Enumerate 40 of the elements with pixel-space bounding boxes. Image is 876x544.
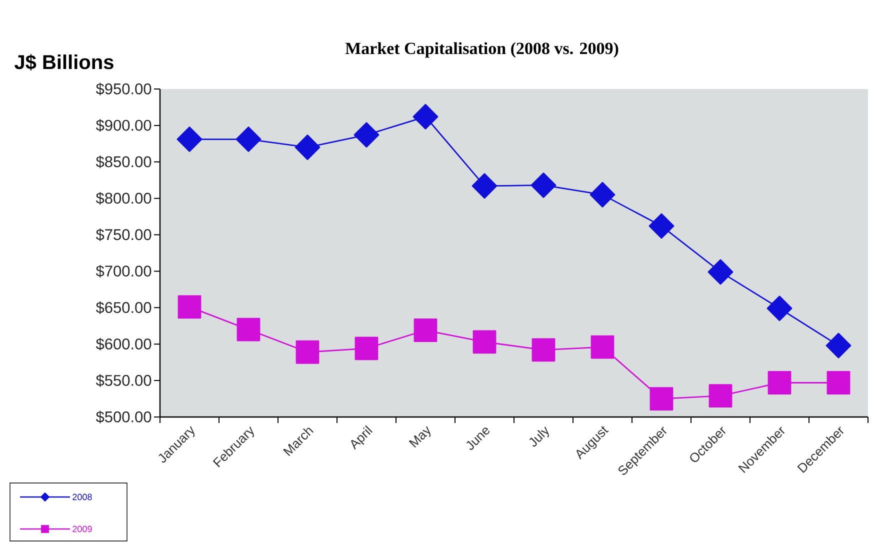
point	[294, 134, 320, 160]
point	[178, 295, 202, 319]
point	[354, 122, 380, 148]
y-tick-label: $500.00	[96, 410, 152, 424]
point	[708, 259, 734, 285]
point	[472, 173, 498, 199]
y-tick-label: $750.00	[96, 228, 152, 242]
point	[472, 330, 496, 354]
point	[768, 371, 792, 394]
point	[354, 336, 378, 360]
y-tick-label: $900.00	[96, 119, 152, 132]
y-tick-label: $650.00	[96, 301, 152, 314]
point	[412, 104, 438, 130]
chart-title: Market Capitalisation (2008 vs. 2009)	[345, 42, 618, 58]
point	[826, 371, 850, 394]
point	[530, 172, 556, 198]
point	[236, 126, 262, 152]
text: 2009	[72, 526, 92, 532]
y-tick-label: $950.00	[96, 82, 152, 96]
point	[414, 318, 438, 342]
point	[176, 126, 202, 152]
point	[826, 332, 852, 358]
y-tick-label: $600.00	[96, 338, 152, 350]
y-tick-label: $850.00	[96, 156, 152, 168]
point	[532, 338, 556, 362]
point	[236, 318, 260, 342]
text: 2008	[72, 494, 92, 500]
y-tick-label: $800.00	[96, 192, 152, 205]
y-tick-label: $700.00	[96, 264, 152, 278]
point	[590, 335, 614, 359]
point	[590, 182, 616, 208]
point	[766, 296, 792, 322]
point	[296, 340, 320, 364]
point	[648, 213, 674, 239]
point	[708, 384, 732, 408]
y-axis-title: J$ Billions	[14, 54, 114, 70]
x-tick-label: July	[529, 426, 549, 447]
x-tick-label: May	[408, 426, 431, 448]
y-tick-label: $550.00	[96, 374, 152, 387]
point	[650, 387, 674, 410]
